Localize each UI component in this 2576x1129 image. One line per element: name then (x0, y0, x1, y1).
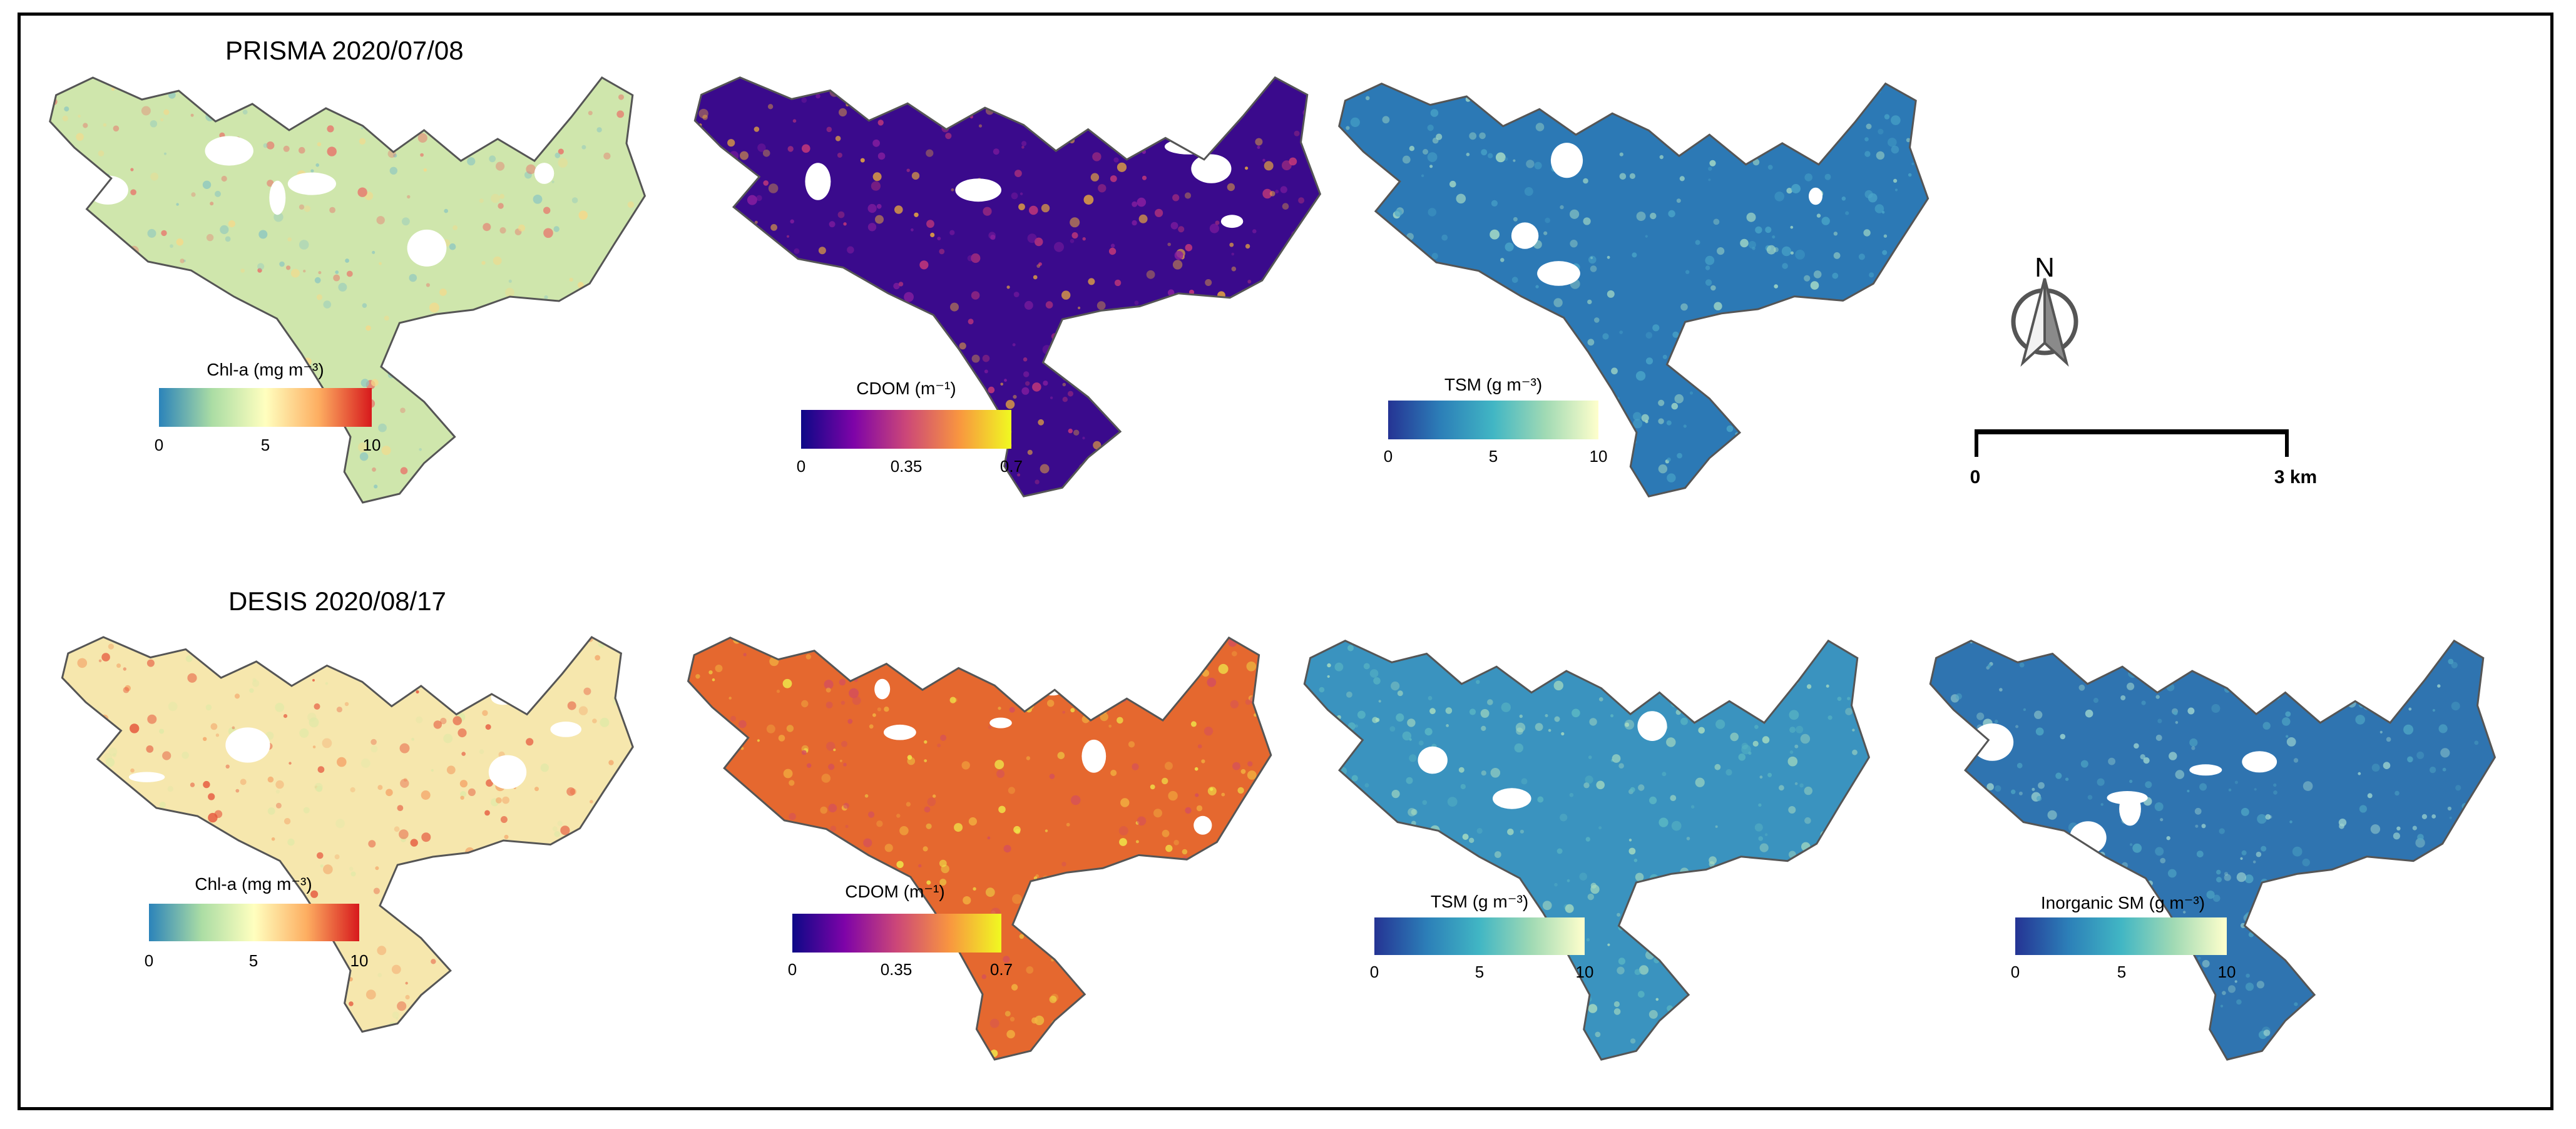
colorbar-title: Inorganic SM (g m⁻³) (2041, 893, 2205, 912)
tick-label: 0 (797, 457, 805, 476)
north-label: N (2035, 252, 2055, 283)
tick-label: 10 (1590, 447, 1608, 466)
colorbar-title: TSM (g m⁻³) (1444, 375, 1542, 394)
lake-surface (688, 637, 1271, 1060)
colorbar-ramp (159, 388, 372, 427)
colorbar-prisma-cdom: CDOM (m⁻¹) 0 0.35 0.7 (797, 379, 1023, 476)
scale-bar-start-label: 0 (1970, 467, 1981, 488)
tick-label: 0.7 (1000, 457, 1023, 476)
tick-label: 5 (2117, 963, 2126, 981)
map-desis-ism (1929, 639, 2497, 1061)
scale-bar: 0 3 km (1970, 429, 2317, 488)
tick-label: 0 (2011, 963, 2020, 981)
lake-surface (49, 78, 645, 503)
tick-label: 5 (1489, 447, 1498, 466)
colorbar-prisma-chla: Chl-a (mg m⁻³) 0 5 10 (155, 360, 381, 454)
tick-label: 0.35 (881, 960, 912, 979)
map-desis-cdom (687, 636, 1272, 1061)
colorbar-title: Chl-a (mg m⁻³) (195, 874, 312, 894)
tick-label: 0 (788, 960, 797, 979)
tick-label: 0.7 (990, 960, 1013, 979)
scale-bar-end-label: 3 km (2274, 467, 2317, 488)
lake-outline (693, 76, 1322, 498)
colorbar-desis-tsm: TSM (g m⁻³) 0 5 10 (1370, 892, 1594, 981)
colorbar-desis-ism: Inorganic SM (g m⁻³) 0 5 10 (2011, 893, 2236, 981)
lake-outline (49, 76, 647, 504)
colorbar-ramp (801, 410, 1011, 449)
lake-outline (1338, 82, 1929, 498)
tick-label: 10 (1576, 963, 1594, 981)
prisma-row-title: PRISMA 2020/07/08 (225, 36, 464, 65)
tick-label: 5 (1475, 963, 1484, 981)
tick-label: 0 (1370, 963, 1379, 981)
tick-label: 10 (363, 436, 381, 454)
map-desis-chla (61, 636, 634, 1033)
tick-label: 0 (145, 951, 153, 970)
colorbar-desis-chla: Chl-a (mg m⁻³) 0 5 10 (145, 874, 369, 970)
colorbar-prisma-tsm: TSM (g m⁻³) 0 5 10 (1384, 375, 1608, 466)
lake-outline (61, 636, 634, 1033)
north-arrow-right-half (2043, 278, 2069, 367)
colorbar-ramp (792, 914, 1001, 953)
lake-surface (1304, 640, 1869, 1060)
tick-label: 10 (2218, 963, 2236, 981)
colorbar-title: TSM (g m⁻³) (1431, 892, 1528, 911)
figure-frame (18, 13, 2553, 1110)
colorbar-ramp (1374, 917, 1585, 955)
desis-row-title: DESIS 2020/08/17 (228, 586, 446, 616)
map-desis-tsm (1303, 639, 1871, 1061)
lake-outline (687, 636, 1272, 1061)
tick-label: 5 (261, 436, 270, 454)
colorbar-title: CDOM (m⁻¹) (856, 379, 956, 398)
tick-label: 10 (350, 951, 369, 970)
colorbar-ramp (1388, 401, 1598, 439)
colorbar-desis-cdom: CDOM (m⁻¹) 0 0.35 0.7 (788, 882, 1013, 979)
colorbar-ramp (2015, 917, 2227, 955)
lake-outline (1929, 639, 2497, 1061)
colorbar-title: Chl-a (mg m⁻³) (207, 360, 324, 379)
tick-label: 0 (155, 436, 163, 454)
lake-surface (1339, 83, 1928, 497)
tick-label: 5 (249, 951, 258, 970)
tick-label: 0 (1384, 447, 1393, 466)
lake-surface (62, 637, 633, 1032)
tick-label: 0.35 (891, 457, 923, 476)
map-prisma-chla (49, 76, 647, 504)
north-arrow-icon: N (2011, 252, 2078, 367)
colorbar-title: CDOM (m⁻¹) (845, 882, 944, 901)
lake-outline (1303, 639, 1871, 1061)
colorbar-ramp (149, 904, 359, 941)
lake-surface (1930, 640, 2495, 1060)
